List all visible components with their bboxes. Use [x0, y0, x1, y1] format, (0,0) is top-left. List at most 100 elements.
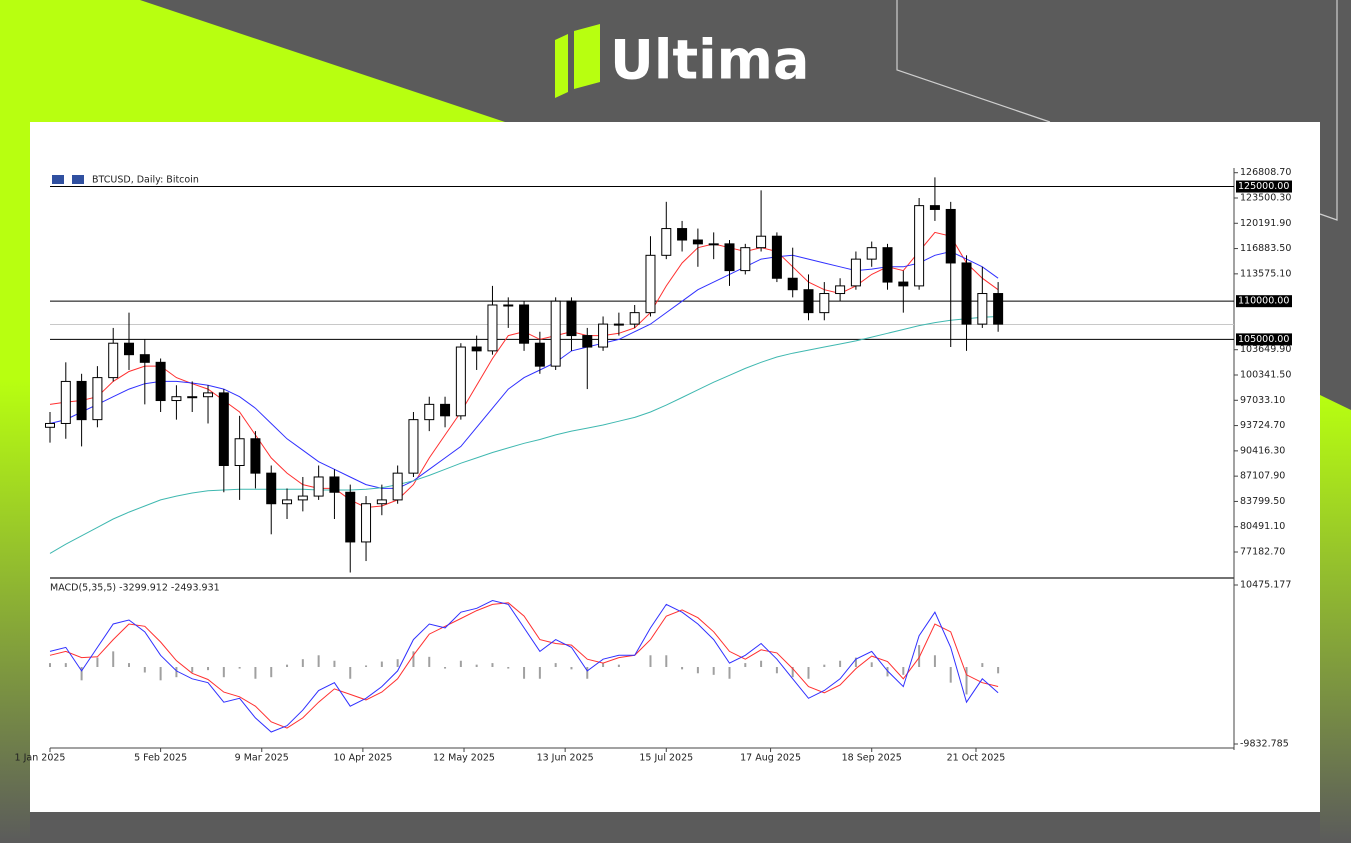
- logo-text: Ultima: [610, 29, 809, 92]
- candle-body: [282, 499, 293, 505]
- candle-body: [914, 205, 925, 287]
- y-tick-label: -9832.785: [1240, 738, 1289, 749]
- candle-body: [519, 304, 530, 344]
- candle-body: [424, 403, 435, 421]
- candle-body: [677, 228, 688, 241]
- candle-body: [534, 342, 545, 367]
- candle-body: [613, 323, 624, 326]
- level-label: 110000.00: [1238, 296, 1289, 307]
- candle-body: [376, 499, 387, 505]
- y-tick-label: 113575.10: [1240, 268, 1291, 279]
- chart-title: BTCUSD, Daily: Bitcoin: [92, 175, 199, 186]
- candle-body: [155, 361, 166, 402]
- y-tick-label: 116883.50: [1240, 243, 1291, 254]
- candle-body: [92, 377, 103, 421]
- y-tick-label: 80491.10: [1240, 521, 1285, 532]
- candle-body: [645, 254, 656, 314]
- signal-line: [49, 602, 999, 729]
- decor-line: [1319, 0, 1338, 221]
- x-tick-label: 12 May 2025: [433, 753, 495, 764]
- candle-body: [898, 281, 909, 287]
- candle-body: [724, 243, 735, 272]
- candle-body: [266, 472, 277, 505]
- candle-body: [598, 323, 609, 348]
- y-tick-label: 77182.70: [1240, 547, 1285, 558]
- indicator-title: MACD(5,35,5) -3299.912 -2493.931: [50, 583, 220, 594]
- chart-panel: [30, 122, 1320, 812]
- x-tick-label: 1 Jan 2025: [15, 753, 66, 764]
- candle-body: [108, 342, 119, 379]
- candle-body: [171, 396, 182, 402]
- logo: Ultima: [555, 24, 809, 98]
- y-tick-label: 90416.30: [1240, 445, 1285, 456]
- x-tick-label: 21 Oct 2025: [947, 753, 1006, 764]
- candle-body: [566, 300, 577, 337]
- candle-body: [550, 300, 561, 367]
- candle-body: [187, 396, 198, 399]
- y-tick-label: 87107.90: [1240, 471, 1285, 482]
- x-tick-label: 18 Sep 2025: [842, 753, 902, 764]
- candle-body: [345, 491, 356, 543]
- x-tick-label: 15 Jul 2025: [639, 753, 693, 764]
- candle-body: [582, 335, 593, 348]
- x-tick-label: 9 Mar 2025: [235, 753, 289, 764]
- candle-body: [819, 293, 830, 314]
- logo-icon: [574, 24, 600, 89]
- y-tick-label: 93724.70: [1240, 420, 1285, 431]
- candle-body: [993, 293, 1004, 325]
- candle-body: [60, 380, 71, 424]
- candle-body: [76, 380, 87, 421]
- candle-body: [234, 438, 245, 467]
- level-label-box: [1236, 295, 1292, 308]
- candle-body: [250, 438, 261, 474]
- macd-line: [49, 599, 999, 733]
- candle-body: [882, 247, 893, 283]
- x-tick-label: 17 Aug 2025: [740, 753, 801, 764]
- x-tick-label: 13 Jun 2025: [537, 753, 594, 764]
- candle-body: [124, 342, 135, 356]
- candle-body: [45, 422, 55, 428]
- y-tick-label: 123500.30: [1240, 192, 1291, 203]
- candle-body: [803, 289, 814, 314]
- candle-body: [329, 476, 340, 493]
- candle-body: [503, 304, 514, 307]
- candle-body: [661, 228, 672, 256]
- moving-average: [49, 316, 999, 554]
- candle-body: [455, 346, 466, 417]
- candle-body: [487, 304, 498, 352]
- level-label: 105000.00: [1238, 334, 1289, 345]
- candle-body: [692, 239, 703, 245]
- candle-body: [961, 262, 972, 325]
- candle-body: [850, 258, 861, 287]
- y-tick-label: 97033.10: [1240, 395, 1285, 406]
- candle-body: [408, 419, 419, 474]
- y-tick-label: 83799.50: [1240, 496, 1285, 507]
- candle-body: [708, 243, 719, 246]
- candle-body: [471, 346, 482, 352]
- candle-body: [629, 312, 640, 325]
- candle-body: [297, 495, 308, 501]
- candle-body: [929, 205, 940, 210]
- y-tick-label: 10475.177: [1240, 579, 1291, 590]
- candle-body: [218, 392, 229, 467]
- level-label-box: [1236, 333, 1292, 346]
- candle-body: [756, 235, 767, 249]
- candle-body: [835, 285, 846, 295]
- decor-line: [896, 0, 1051, 123]
- candle-body: [740, 247, 751, 272]
- candle-body: [945, 208, 956, 264]
- symbol-icon: [72, 175, 84, 184]
- candle-body: [440, 403, 451, 417]
- candle-body: [866, 247, 877, 260]
- y-tick-label: 126808.70: [1240, 167, 1291, 178]
- candle-body: [313, 476, 324, 497]
- level-label-box: [1236, 180, 1292, 193]
- accent-shape: [1320, 395, 1351, 843]
- logo-icon: [555, 34, 568, 98]
- candle-body: [787, 277, 798, 291]
- x-tick-label: 10 Apr 2025: [334, 753, 393, 764]
- accent-shape: [0, 0, 505, 843]
- candle-body: [392, 472, 403, 501]
- y-tick-label: 103649.90: [1240, 344, 1291, 355]
- level-label: 125000.00: [1238, 181, 1289, 192]
